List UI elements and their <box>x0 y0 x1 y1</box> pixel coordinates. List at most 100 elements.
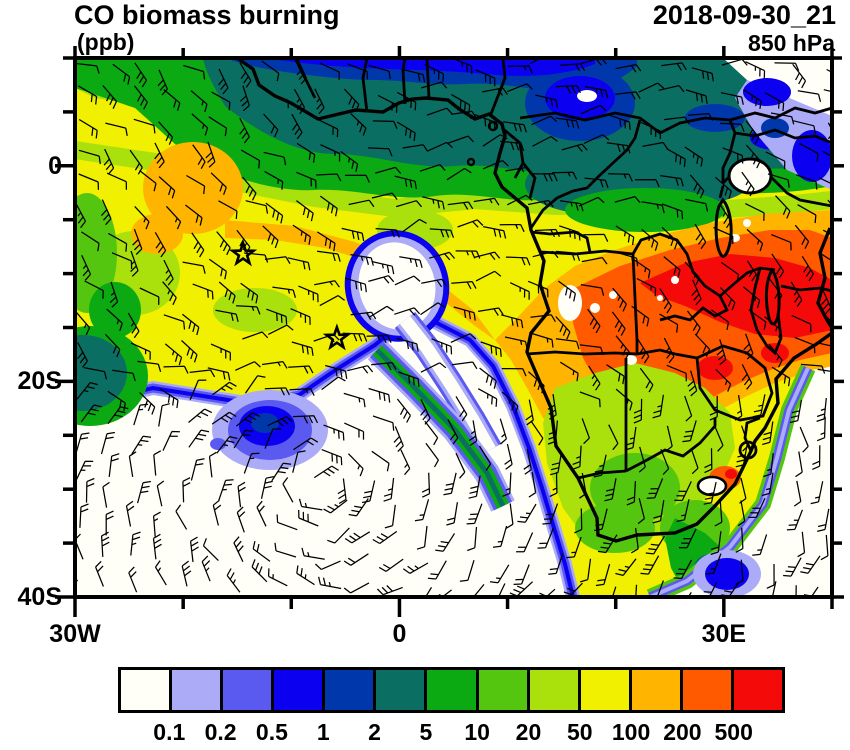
wind-barb <box>492 525 508 548</box>
wind-barb <box>527 371 545 394</box>
contour-region <box>577 90 597 102</box>
colorbar-tick-label: 10 <box>464 719 490 745</box>
colorbar-cell <box>322 670 374 710</box>
wind-barb <box>572 445 582 470</box>
wind-barb <box>414 499 430 522</box>
wind-barb <box>559 225 581 241</box>
lake-victoria <box>727 157 773 195</box>
wind-barb <box>763 453 774 478</box>
wind-barb <box>634 178 660 188</box>
colorbar-cell <box>577 670 629 710</box>
colorbar-tick-label: 20 <box>515 719 542 745</box>
wind-barb <box>482 134 508 147</box>
wind-barb <box>721 58 748 66</box>
wind-barb <box>652 394 665 419</box>
colorbar-cell <box>220 670 272 710</box>
wind-barb <box>705 553 722 575</box>
colorbar-tick-label: 5 <box>419 719 433 745</box>
wind-barb <box>737 500 746 527</box>
wind-barb <box>318 119 339 138</box>
wind-barb <box>429 251 456 261</box>
wind-barb <box>343 582 370 594</box>
wind-barb <box>400 449 411 476</box>
wind-barb <box>791 314 812 333</box>
wind-barb <box>615 225 635 246</box>
wind-barb <box>296 200 314 222</box>
wind-barb <box>525 399 534 426</box>
wind-barb <box>579 472 587 499</box>
wind-barb <box>793 120 816 134</box>
wind-barb <box>721 582 739 597</box>
wind-barb <box>660 448 670 475</box>
colorbar-tick-label: 500 <box>714 719 753 745</box>
wind-barb <box>416 525 428 550</box>
wind-barb <box>342 332 368 342</box>
wind-barb <box>344 531 371 544</box>
wind-barb <box>743 89 762 109</box>
wind-barb <box>793 480 802 507</box>
wind-barb <box>368 305 394 318</box>
wind-barb <box>239 117 250 144</box>
contour-region <box>434 320 575 597</box>
wind-barb <box>639 367 654 393</box>
wind-barb <box>658 84 685 93</box>
wind-barb <box>530 314 556 323</box>
wind-barb <box>505 503 514 529</box>
wind-barb <box>701 582 718 597</box>
wind-barb <box>503 121 527 133</box>
wind-barb <box>313 465 339 479</box>
wind-barb <box>771 366 791 387</box>
wind-barb <box>133 118 156 134</box>
wind-barb <box>743 286 761 309</box>
wind-barb <box>559 200 584 212</box>
wind-barb <box>420 362 447 373</box>
wind-barb <box>372 120 398 129</box>
wind-barb <box>504 336 528 350</box>
wind-barb <box>588 365 601 391</box>
contour-region <box>590 303 600 313</box>
wind-barb <box>500 314 524 329</box>
wind-barb <box>239 85 250 112</box>
wind-barb <box>262 225 279 249</box>
wind-barb <box>710 531 722 555</box>
wind-barb <box>673 559 693 580</box>
wind-barb <box>497 583 506 597</box>
colorbar-cell <box>424 670 476 710</box>
wind-barb <box>474 251 501 260</box>
wind-barb <box>130 250 139 277</box>
wind-barb <box>76 381 98 400</box>
wind-barb <box>371 450 390 472</box>
wind-barb <box>609 114 631 130</box>
wind-barb <box>320 144 341 162</box>
wind-barb <box>251 559 268 583</box>
units-label: (ppb) <box>77 29 135 55</box>
wind-barb <box>202 538 219 562</box>
wind-barb <box>159 388 179 409</box>
longitude-label: 0 <box>392 620 407 648</box>
wind-barb <box>606 142 631 154</box>
wind-barb <box>468 475 481 499</box>
wind-barb <box>584 177 609 189</box>
wind-barb <box>719 287 736 311</box>
wind-barb <box>402 68 426 83</box>
wind-barb <box>163 89 181 111</box>
wind-barb <box>78 85 98 105</box>
wind-barb <box>368 387 391 403</box>
wind-barb <box>764 316 782 338</box>
wind-barb <box>666 148 686 168</box>
wind-barb <box>292 415 319 424</box>
wind-barb <box>774 62 800 71</box>
wind-barb <box>764 92 785 112</box>
wind-barb <box>801 255 814 282</box>
wind-barb <box>425 442 439 468</box>
wind-barb <box>720 92 744 105</box>
wind-barb <box>451 110 477 120</box>
wind-barb <box>83 366 108 380</box>
wind-barb <box>260 475 274 499</box>
wind-barb <box>188 408 213 423</box>
wind-barb <box>771 253 785 279</box>
wind-barb <box>720 261 740 283</box>
wind-barb <box>75 460 94 481</box>
wind-barb <box>595 564 611 587</box>
wind-barb <box>547 394 557 420</box>
